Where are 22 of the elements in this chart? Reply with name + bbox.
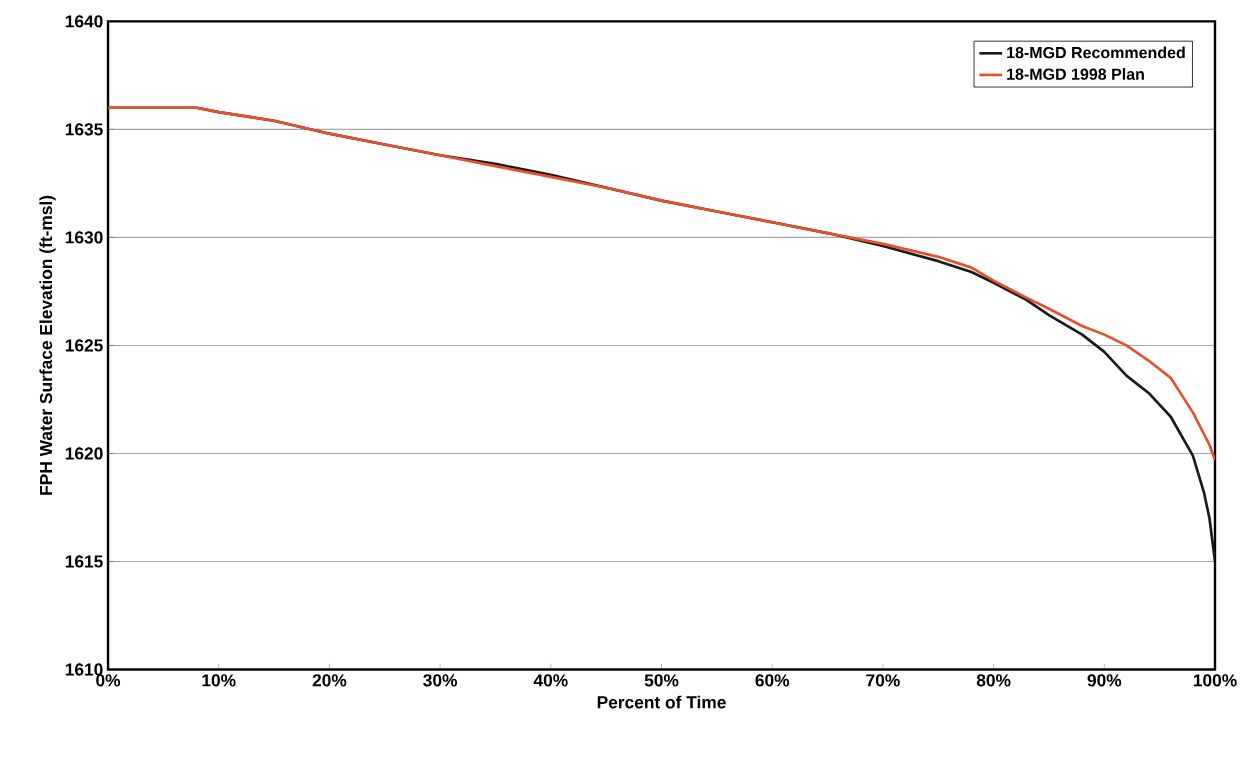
x-tick-label: 10% [202,674,236,687]
y-tick-label: 1640 [65,15,103,28]
x-tick-label: 100% [1193,674,1237,687]
x-tick-label: 80% [976,674,1011,687]
x-tick-label: 40% [533,674,568,687]
x-tick-label: 0% [96,674,121,687]
y-tick-label: 1630 [65,231,103,244]
x-axis-title: Percent of Time [597,695,726,709]
legend-label: 18-MGD Recommended [1007,46,1185,59]
x-tick-label: 30% [423,674,457,687]
y-tick-label: 1615 [65,555,103,568]
y-tick-label: 1625 [65,339,103,352]
y-axis-title: FPH Water Surface Elevation (ft-msl) [39,195,56,495]
legend-label: 18-MGD 1998 Plan [1007,68,1144,80]
x-tick-label: 60% [755,674,790,687]
y-tick-label: 1610 [65,663,103,676]
x-tick-label: 90% [1087,674,1122,687]
y-tick-label: 1620 [65,447,103,460]
x-tick-label: 20% [312,674,347,687]
y-tick-label: 1635 [65,123,103,136]
x-tick-label: 50% [644,674,679,687]
x-tick-label: 70% [866,674,900,687]
